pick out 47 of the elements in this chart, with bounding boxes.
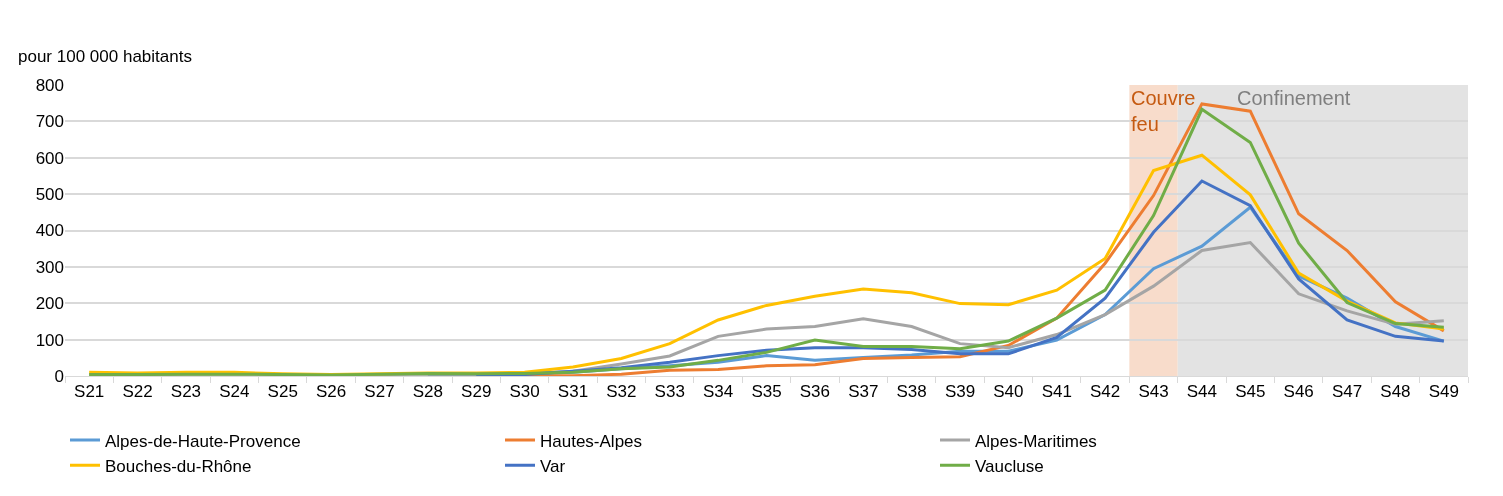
legend-label: Bouches-du-Rhône (105, 456, 252, 476)
x-tick-label: S37 (848, 382, 879, 402)
y-tick-label: 700 (35, 112, 64, 132)
x-tick-label: S23 (170, 382, 202, 402)
y-tick-label: 300 (35, 257, 64, 277)
x-tick-label: S31 (557, 382, 589, 402)
y-tick-label: 0 (54, 366, 64, 386)
x-tick-label: S34 (702, 382, 734, 402)
y-tick-label: 500 (35, 185, 64, 205)
legend-label: Alpes-Maritimes (975, 431, 1097, 451)
band-label: Couvre feu (1131, 87, 1196, 135)
y-axis-title: pour 100 000 habitants (18, 47, 192, 66)
y-tick-label: 200 (35, 294, 64, 314)
x-tick-label: S36 (799, 382, 831, 402)
x-tick-label: S21 (74, 382, 105, 402)
x-tick-label: S45 (1235, 382, 1266, 402)
x-tick-label: S41 (1041, 382, 1072, 402)
y-tick-label: 800 (35, 75, 64, 95)
x-tick-label: S48 (1380, 382, 1411, 402)
x-tick-label: S28 (412, 382, 443, 402)
x-tick-label: S35 (751, 382, 782, 402)
x-tick-label: S29 (461, 382, 492, 402)
y-tick-label: 400 (35, 221, 64, 241)
x-tick-label: S39 (944, 382, 976, 402)
x-tick-label: S22 (122, 382, 153, 402)
x-tick-label: S47 (1331, 382, 1363, 402)
legend-label: Var (540, 456, 566, 476)
x-tick-label: S46 (1283, 382, 1314, 402)
legend-label: Alpes-de-Haute-Provence (105, 431, 301, 451)
legend-label: Vaucluse (975, 456, 1044, 476)
x-tick-label: S30 (509, 382, 540, 402)
x-tick-label: S40 (993, 382, 1024, 402)
band-label: Confinement (1237, 87, 1351, 109)
x-tick-label: S26 (315, 382, 347, 402)
y-tick-label: 600 (35, 148, 64, 168)
legend-label: Hautes-Alpes (540, 431, 643, 451)
x-tick-label: S44 (1186, 382, 1218, 402)
x-tick-label: S33 (654, 382, 685, 402)
x-tick-label: S42 (1090, 382, 1121, 402)
x-tick-label: S32 (606, 382, 637, 402)
y-tick-label: 100 (35, 330, 64, 350)
x-tick-label: S38 (896, 382, 927, 402)
x-tick-label: S27 (364, 382, 395, 402)
x-tick-label: S24 (219, 382, 250, 402)
x-tick-label: S43 (1138, 382, 1169, 402)
x-tick-label: S25 (267, 382, 298, 402)
x-tick-label: S49 (1428, 382, 1459, 402)
